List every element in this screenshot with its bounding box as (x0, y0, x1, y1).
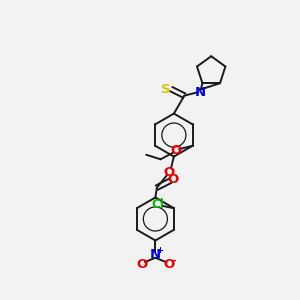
Text: +: + (156, 246, 163, 255)
Text: N: N (150, 248, 161, 261)
Text: O: O (170, 144, 182, 157)
Text: Cl: Cl (151, 198, 164, 211)
Text: O: O (136, 258, 148, 271)
Text: O: O (164, 166, 175, 178)
Text: O: O (163, 258, 174, 271)
Text: -: - (172, 256, 176, 266)
Text: S: S (161, 82, 171, 96)
Text: N: N (195, 85, 206, 99)
Text: O: O (168, 173, 179, 186)
